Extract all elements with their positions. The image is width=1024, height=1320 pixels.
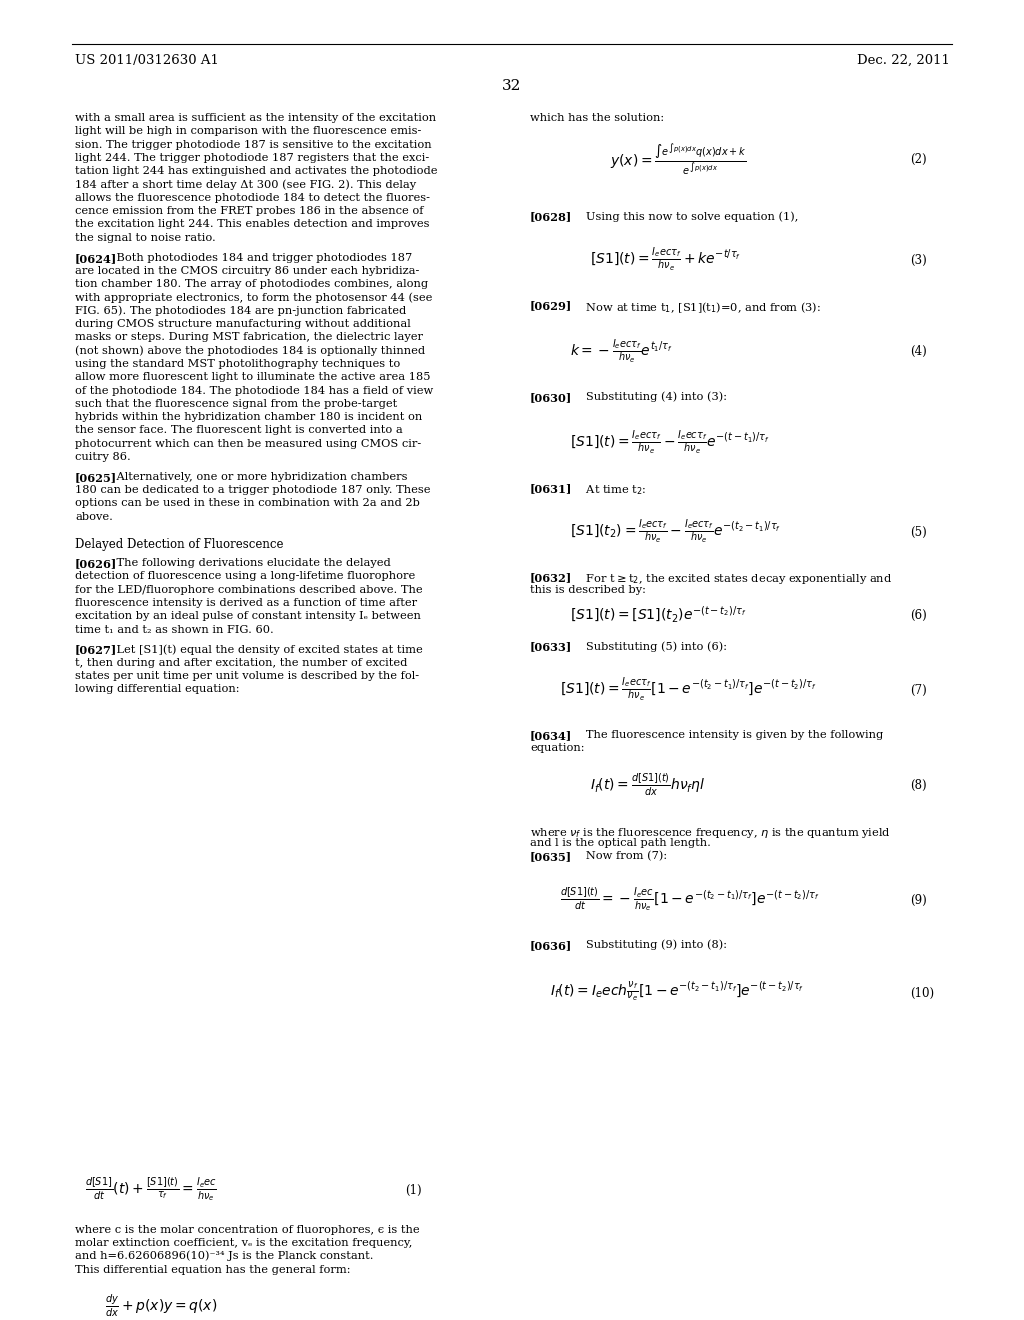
Text: tation light 244 has extinguished and activates the photodiode: tation light 244 has extinguished and ac… [75,166,437,177]
Text: during CMOS structure manufacturing without additional: during CMOS structure manufacturing with… [75,319,411,329]
Text: (7): (7) [910,684,927,697]
Text: Alternatively, one or more hybridization chambers: Alternatively, one or more hybridization… [102,471,408,482]
Text: (2): (2) [910,153,927,165]
Text: [0633]: [0633] [530,642,572,652]
Text: cuitry 86.: cuitry 86. [75,451,131,462]
Text: [0634]: [0634] [530,730,572,741]
Text: [0625]: [0625] [75,471,117,483]
Text: 180 can be dedicated to a trigger photodiode 187 only. These: 180 can be dedicated to a trigger photod… [75,486,430,495]
Text: $[S1](t) = \frac{I_e ec\tau_f}{h\nu_e} + ke^{-t/\tau_f}$: $[S1](t) = \frac{I_e ec\tau_f}{h\nu_e} +… [590,246,741,275]
Text: For t$\geq$t$_2$, the excited states decay exponentially and: For t$\geq$t$_2$, the excited states dec… [575,572,892,586]
Text: masks or steps. During MST fabrication, the dielectric layer: masks or steps. During MST fabrication, … [75,333,423,342]
Text: options can be used in these in combination with 2a and 2b: options can be used in these in combinat… [75,499,420,508]
Text: The following derivations elucidate the delayed: The following derivations elucidate the … [102,558,391,568]
Text: (5): (5) [910,525,927,539]
Text: with a small area is sufficient as the intensity of the excitation: with a small area is sufficient as the i… [75,114,436,123]
Text: [0632]: [0632] [530,572,572,582]
Text: using the standard MST photolithography techniques to: using the standard MST photolithography … [75,359,400,368]
Text: Using this now to solve equation (1),: Using this now to solve equation (1), [575,211,799,222]
Text: [0624]: [0624] [75,252,118,264]
Text: above.: above. [75,512,113,521]
Text: Let [S1](t) equal the density of excited states at time: Let [S1](t) equal the density of excited… [102,644,423,655]
Text: 32: 32 [503,79,521,92]
Text: Dec. 22, 2011: Dec. 22, 2011 [857,54,950,67]
Text: molar extinction coefficient, vₑ is the excitation frequency,: molar extinction coefficient, vₑ is the … [75,1238,413,1247]
Text: [0627]: [0627] [75,644,118,656]
Text: US 2011/0312630 A1: US 2011/0312630 A1 [75,54,219,67]
Text: Now at time t$_1$, [S1](t$_1$)=0, and from (3):: Now at time t$_1$, [S1](t$_1$)=0, and fr… [575,300,821,314]
Text: 184 after a short time delay Δt 300 (see FIG. 2). This delay: 184 after a short time delay Δt 300 (see… [75,180,416,190]
Text: [0635]: [0635] [530,851,572,862]
Text: (6): (6) [910,609,927,622]
Text: the excitation light 244. This enables detection and improves: the excitation light 244. This enables d… [75,219,429,230]
Text: Substituting (9) into (8):: Substituting (9) into (8): [575,940,727,950]
Text: $\frac{d[S1]}{dt}(t) + \frac{[S1](t)}{\tau_f} = \frac{I_e ec}{h\nu_e}$: $\frac{d[S1]}{dt}(t) + \frac{[S1](t)}{\t… [85,1176,217,1204]
Text: light 244. The trigger photodiode 187 registers that the exci-: light 244. The trigger photodiode 187 re… [75,153,429,164]
Text: cence emission from the FRET probes 186 in the absence of: cence emission from the FRET probes 186 … [75,206,424,216]
Text: Substituting (5) into (6):: Substituting (5) into (6): [575,642,727,652]
Text: which has the solution:: which has the solution: [530,114,665,123]
Text: lowing differential equation:: lowing differential equation: [75,684,240,694]
Text: the sensor face. The fluorescent light is converted into a: the sensor face. The fluorescent light i… [75,425,402,436]
Text: At time t$_2$:: At time t$_2$: [575,483,646,496]
Text: where c is the molar concentration of fluorophores, ϵ is the: where c is the molar concentration of fl… [75,1225,420,1236]
Text: tion chamber 180. The array of photodiodes combines, along: tion chamber 180. The array of photodiod… [75,280,428,289]
Text: excitation by an ideal pulse of constant intensity Iₑ between: excitation by an ideal pulse of constant… [75,611,421,622]
Text: allows the fluorescence photodiode 184 to detect the fluores-: allows the fluorescence photodiode 184 t… [75,193,430,203]
Text: for the LED/fluorophore combinations described above. The: for the LED/fluorophore combinations des… [75,585,423,595]
Text: fluorescence intensity is derived as a function of time after: fluorescence intensity is derived as a f… [75,598,417,609]
Text: where $\nu_f$ is the fluorescence frequency, $\eta$ is the quantum yield: where $\nu_f$ is the fluorescence freque… [530,825,891,840]
Text: allow more fluorescent light to illuminate the active area 185: allow more fluorescent light to illumina… [75,372,430,383]
Text: (3): (3) [910,253,927,267]
Text: and h=6.62606896(10)⁻³⁴ Js is the Planck constant.: and h=6.62606896(10)⁻³⁴ Js is the Planck… [75,1251,374,1262]
Text: equation:: equation: [530,743,585,752]
Text: Both photodiodes 184 and trigger photodiodes 187: Both photodiodes 184 and trigger photodi… [102,252,413,263]
Text: $\frac{d[S1](t)}{dt} = -\frac{I_e ec}{h\nu_e}\left[1 - e^{-(t_2-t_1)/\tau_f}\rig: $\frac{d[S1](t)}{dt} = -\frac{I_e ec}{h\… [560,886,819,913]
Text: sion. The trigger photodiode 187 is sensitive to the excitation: sion. The trigger photodiode 187 is sens… [75,140,432,149]
Text: [0629]: [0629] [530,300,572,312]
Text: Now from (7):: Now from (7): [575,851,667,862]
Text: Substituting (4) into (3):: Substituting (4) into (3): [575,392,727,403]
Text: FIG. 65). The photodiodes 184 are pn-junction fabricated: FIG. 65). The photodiodes 184 are pn-jun… [75,306,407,317]
Text: this is described by:: this is described by: [530,585,646,594]
Text: [0628]: [0628] [530,211,572,223]
Text: (9): (9) [910,894,927,907]
Text: light will be high in comparison with the fluorescence emis-: light will be high in comparison with th… [75,127,421,136]
Text: detection of fluorescence using a long-lifetime fluorophore: detection of fluorescence using a long-l… [75,572,416,582]
Text: (8): (8) [910,779,927,792]
Text: photocurrent which can then be measured using CMOS cir-: photocurrent which can then be measured … [75,438,421,449]
Text: This differential equation has the general form:: This differential equation has the gener… [75,1265,350,1275]
Text: of the photodiode 184. The photodiode 184 has a field of view: of the photodiode 184. The photodiode 18… [75,385,433,396]
Text: $k = -\frac{I_e ec\tau_f}{h\nu_e} e^{t_1/\tau_f}$: $k = -\frac{I_e ec\tau_f}{h\nu_e} e^{t_1… [570,338,673,366]
Text: $I_f(t) = \frac{d[S1](t)}{dx} h\nu_f \eta l$: $I_f(t) = \frac{d[S1](t)}{dx} h\nu_f \et… [590,771,706,797]
Text: are located in the CMOS circuitry 86 under each hybridiza-: are located in the CMOS circuitry 86 und… [75,265,420,276]
Text: such that the fluorescence signal from the probe-target: such that the fluorescence signal from t… [75,399,397,409]
Text: [0630]: [0630] [530,392,572,403]
Text: the signal to noise ratio.: the signal to noise ratio. [75,232,216,243]
Text: $[S1](t) = \frac{I_e ec\tau_f}{h\nu_e}\left[1 - e^{-(t_2-t_1)/\tau_f}\right]e^{-: $[S1](t) = \frac{I_e ec\tau_f}{h\nu_e}\l… [560,676,816,705]
Text: [0626]: [0626] [75,558,118,569]
Text: $[S1](t) = [S1](t_2)e^{-(t-t_2)/\tau_f}$: $[S1](t) = [S1](t_2)e^{-(t-t_2)/\tau_f}$ [570,605,746,624]
Text: t, then during and after excitation, the number of excited: t, then during and after excitation, the… [75,657,408,668]
Text: $y(x) = \frac{\int e^{\int p(x)dx} q(x)dx + k}{e^{\int p(x)dx}}$: $y(x) = \frac{\int e^{\int p(x)dx} q(x)d… [610,143,746,178]
Text: (10): (10) [910,987,934,1001]
Text: $[S1](t_2) = \frac{I_e ec\tau_f}{h\nu_e} - \frac{I_e ec\tau_f}{h\nu_e} e^{-(t_2-: $[S1](t_2) = \frac{I_e ec\tau_f}{h\nu_e}… [570,517,781,546]
Text: states per unit time per unit volume is described by the fol-: states per unit time per unit volume is … [75,671,419,681]
Text: $I_f(t) = I_e ec h\frac{\nu_f}{\nu_e}\left[1 - e^{-(t_2-t_1)/\tau_f}\right]e^{-(: $I_f(t) = I_e ec h\frac{\nu_f}{\nu_e}\le… [550,979,804,1003]
Text: [0631]: [0631] [530,483,572,494]
Text: (not shown) above the photodiodes 184 is optionally thinned: (not shown) above the photodiodes 184 is… [75,346,425,356]
Text: [0636]: [0636] [530,940,572,950]
Text: The fluorescence intensity is given by the following: The fluorescence intensity is given by t… [575,730,884,741]
Text: with appropriate electronics, to form the photosensor 44 (see: with appropriate electronics, to form th… [75,293,432,304]
Text: $\frac{dy}{dx} + p(x)y = q(x)$: $\frac{dy}{dx} + p(x)y = q(x)$ [105,1292,217,1319]
Text: time t₁ and t₂ as shown in FIG. 60.: time t₁ and t₂ as shown in FIG. 60. [75,624,273,635]
Text: (1): (1) [406,1184,422,1197]
Text: $[S1](t) = \frac{I_e ec\tau_f}{h\nu_e} - \frac{I_e ec\tau_f}{h\nu_e} e^{-(t-t_1): $[S1](t) = \frac{I_e ec\tau_f}{h\nu_e} -… [570,429,770,458]
Text: hybrids within the hybridization chamber 180 is incident on: hybrids within the hybridization chamber… [75,412,422,422]
Text: Delayed Detection of Fluorescence: Delayed Detection of Fluorescence [75,539,284,552]
Text: and l is the optical path length.: and l is the optical path length. [530,838,711,849]
Text: (4): (4) [910,346,927,359]
